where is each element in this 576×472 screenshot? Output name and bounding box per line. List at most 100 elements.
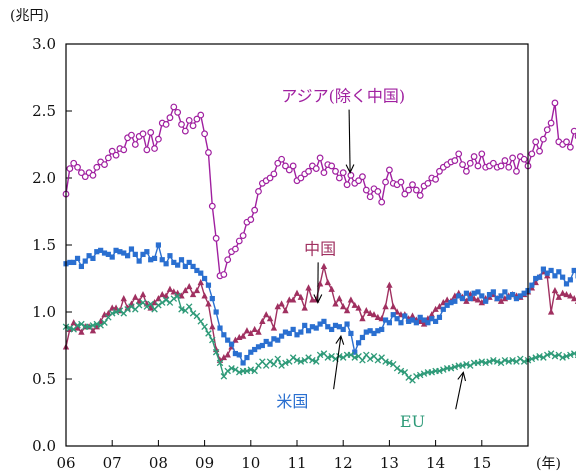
data-point xyxy=(128,246,135,252)
data-point xyxy=(501,157,509,164)
data-point xyxy=(555,351,563,359)
data-point xyxy=(529,282,535,288)
data-point xyxy=(362,186,370,194)
data-point xyxy=(352,349,358,355)
data-point xyxy=(235,369,243,376)
data-point xyxy=(171,259,177,266)
data-point xyxy=(305,284,312,291)
data-point xyxy=(201,323,208,330)
data-point xyxy=(159,290,166,298)
data-point xyxy=(201,130,208,138)
data-point xyxy=(543,126,551,134)
data-point xyxy=(198,270,204,276)
data-point xyxy=(490,289,496,295)
series-1 xyxy=(62,262,576,363)
data-point xyxy=(78,320,85,328)
data-point xyxy=(497,359,505,367)
data-point xyxy=(540,266,546,272)
data-point xyxy=(367,328,373,334)
data-point xyxy=(274,303,281,310)
data-point xyxy=(355,340,362,346)
data-point xyxy=(501,356,509,364)
data-point xyxy=(374,187,382,195)
data-point xyxy=(185,303,193,310)
data-point xyxy=(489,159,497,167)
data-point xyxy=(416,192,424,199)
data-point xyxy=(551,99,559,107)
data-point xyxy=(447,365,455,372)
data-point xyxy=(201,292,208,299)
data-point xyxy=(424,179,432,187)
annotation-arrow-head xyxy=(335,334,345,345)
data-point xyxy=(551,352,559,360)
data-point xyxy=(397,178,405,186)
data-point xyxy=(212,234,220,242)
y-tick-label: 2.5 xyxy=(32,102,56,120)
data-point xyxy=(528,355,536,363)
data-point xyxy=(155,302,162,309)
data-point xyxy=(85,323,93,330)
data-point xyxy=(105,251,111,257)
series-2 xyxy=(63,242,576,366)
data-point xyxy=(409,181,416,189)
data-point xyxy=(390,303,397,310)
data-point xyxy=(294,332,300,338)
data-point xyxy=(347,351,355,359)
data-point xyxy=(320,169,328,177)
series-line xyxy=(65,294,576,382)
data-point xyxy=(70,159,78,167)
plot-area-frame xyxy=(65,43,529,447)
data-point xyxy=(243,327,251,334)
data-point xyxy=(502,289,508,295)
data-point xyxy=(474,162,482,170)
data-point xyxy=(178,306,185,313)
data-point xyxy=(251,367,258,375)
x-axis-unit-label: (年) xyxy=(536,456,561,472)
x-tick-label: 06 xyxy=(56,454,75,472)
data-point xyxy=(155,242,161,248)
data-point xyxy=(563,281,570,287)
data-point xyxy=(440,306,446,312)
data-point xyxy=(297,174,305,182)
data-point xyxy=(220,373,228,380)
data-point xyxy=(166,285,174,292)
data-point xyxy=(316,280,324,287)
data-point xyxy=(278,300,285,307)
data-point xyxy=(101,161,108,169)
data-point xyxy=(213,309,219,315)
data-point xyxy=(497,162,505,170)
data-point xyxy=(248,349,254,355)
data-point xyxy=(309,356,316,364)
data-point xyxy=(162,296,170,304)
data-point xyxy=(559,354,566,361)
data-point xyxy=(385,166,393,174)
data-point xyxy=(259,317,266,324)
data-point xyxy=(455,150,463,158)
data-point xyxy=(459,362,466,369)
data-point xyxy=(393,365,401,372)
data-point xyxy=(386,281,393,288)
data-point xyxy=(289,162,297,170)
data-point xyxy=(359,173,366,181)
data-point xyxy=(552,273,558,279)
annotation-arrow-head xyxy=(457,371,467,382)
data-point xyxy=(116,307,124,314)
data-point xyxy=(563,352,570,360)
data-point xyxy=(486,291,493,298)
data-point xyxy=(560,274,566,280)
data-point xyxy=(520,358,528,365)
data-point xyxy=(266,315,274,322)
data-point xyxy=(359,315,366,322)
data-point xyxy=(409,317,416,323)
data-point xyxy=(275,337,281,343)
data-point xyxy=(532,138,540,146)
y-axis-unit-label: (兆円) xyxy=(10,8,49,24)
data-point xyxy=(316,351,324,359)
data-point xyxy=(551,286,559,294)
data-point xyxy=(482,359,489,367)
data-point xyxy=(494,296,500,302)
data-point xyxy=(513,358,520,365)
data-point xyxy=(94,249,100,255)
data-point xyxy=(451,157,459,164)
